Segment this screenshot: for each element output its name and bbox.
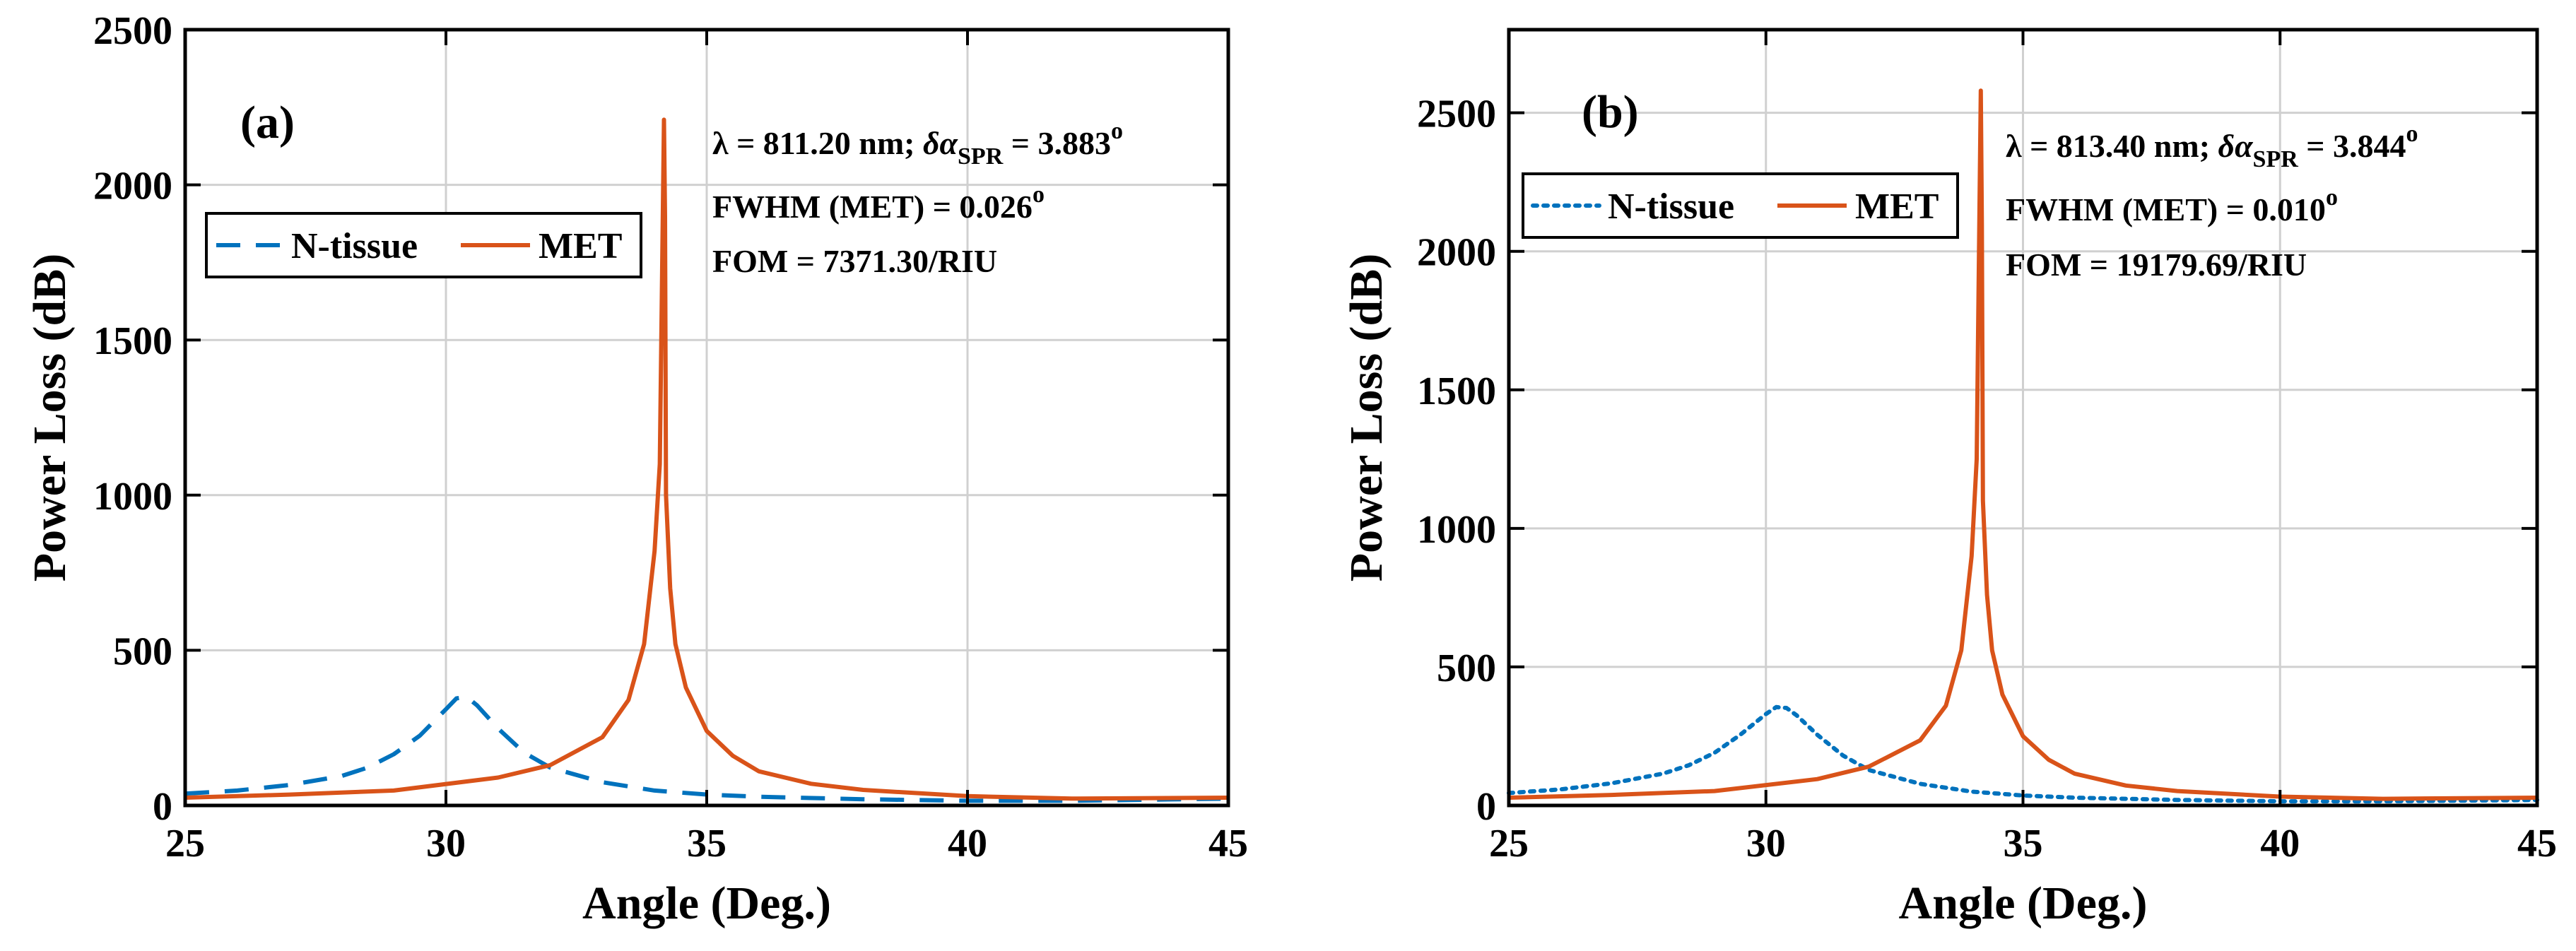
- panel-a-series-layer: [184, 117, 1229, 803]
- panel-b-legend: N-tissue MET: [1522, 172, 1959, 239]
- panel-b-delta-subscript: SPR: [2253, 146, 2299, 172]
- panel-a-x-tick-label-45: 45: [1208, 822, 1248, 866]
- panel-a-ticks: [184, 28, 1230, 807]
- panel-b-x-tick-label-45: 45: [2517, 822, 2557, 866]
- panel-b-y-axis-label: Power Loss (dB): [1341, 254, 1392, 581]
- panel-b-y-tick-label-2500: 2500: [1417, 93, 1496, 136]
- panel-a-x-axis-label: Angle (Deg.): [582, 878, 831, 929]
- panel-b-ticks: [1507, 30, 2539, 807]
- panel-b-y-tick-label-2000: 2000: [1417, 231, 1496, 275]
- panel-a-series-n-tissue-line: [184, 695, 1229, 803]
- panel-b-y-tick-label-0: 0: [1476, 785, 1496, 829]
- panel-b-series-n-tissue-line: [1507, 704, 2539, 804]
- panel-a-wavelength-annotation: λ = 811.20 nm; δαSPR = 3.883o: [712, 118, 1123, 170]
- panel-a-y-tick-label-2500: 2500: [93, 9, 172, 53]
- panel-b-delta-degree: o: [2406, 121, 2418, 147]
- panel-a-delta-degree: o: [1111, 118, 1123, 144]
- panel-a-y-tick-label-1500: 1500: [93, 319, 172, 363]
- panel-a-legend-met-label: MET: [539, 226, 622, 266]
- panel-b-label: (b): [1582, 86, 1639, 138]
- panel-a-x-tick-label-25: 25: [165, 822, 205, 866]
- panel-a-chart: 25 30 35 40 45 0 500 1000 1500 2000 2500 Angle (De…: [24, 9, 1248, 929]
- panel-a-legend: N-tissue MET: [205, 212, 642, 278]
- panel-a-fwhm-degree: o: [1033, 182, 1045, 208]
- panel-b-lambda-text: λ = 813.40 nm;: [2006, 128, 2218, 164]
- panel-b-x-tick-label-35: 35: [2004, 822, 2043, 866]
- panel-b-fom-annotation: FOM = 19179.69/RIU: [2006, 247, 2307, 283]
- panel-b-grid: [1507, 30, 2539, 807]
- panel-b-delta-symbol: δα: [2218, 128, 2254, 164]
- panel-a-label: (a): [240, 97, 295, 148]
- panel-a-series-met-line: [184, 117, 1229, 801]
- panel-a-lambda-text: λ = 811.20 nm;: [712, 125, 923, 161]
- panel-a-delta-value: = 3.883: [1003, 125, 1111, 161]
- panel-b-y-tick-label-500: 500: [1437, 646, 1496, 690]
- panel-a-fwhm-annotation: FWHM (MET) = 0.026o: [712, 182, 1045, 225]
- panel-b-tick-labels: 25 30 35 40 45 0 500 1000 1500 2000 2500: [1417, 93, 2557, 866]
- panel-a-delta-subscript: SPR: [958, 143, 1004, 170]
- panel-a-tick-labels: 25 30 35 40 45 0 500 1000 1500 2000 2500: [93, 9, 1248, 866]
- panel-b-x-tick-label-30: 30: [1746, 822, 1786, 866]
- panel-b-fwhm-degree: o: [2326, 184, 2338, 211]
- panel-b-fwhm-annotation: FWHM (MET) = 0.010o: [2006, 184, 2338, 228]
- panel-a-x-tick-label-35: 35: [687, 822, 727, 866]
- panel-a-y-tick-label-1000: 1000: [93, 475, 172, 519]
- panel-b-y-tick-label-1500: 1500: [1417, 370, 1496, 413]
- panel-b-series-met-line: [1508, 88, 2538, 801]
- panel-a-fwhm-text: FWHM (MET) = 0.026: [712, 189, 1033, 225]
- panel-a-legend-n-tissue-label: N-tissue: [291, 226, 418, 266]
- panel-b-x-tick-label-40: 40: [2260, 822, 2300, 866]
- panel-b-x-axis-label: Angle (Deg.): [1899, 878, 2148, 929]
- panel-a-y-tick-label-500: 500: [113, 630, 172, 673]
- panel-b-wavelength-annotation: λ = 813.40 nm; δαSPR = 3.844o: [2006, 121, 2418, 172]
- panel-a-x-tick-label-40: 40: [948, 822, 987, 866]
- panel-b-legend-n-tissue-label: N-tissue: [1608, 187, 1734, 227]
- panel-a-y-axis-label: Power Loss (dB): [24, 254, 76, 581]
- panel-b-fwhm-text: FWHM (MET) = 0.010: [2006, 191, 2326, 228]
- panel-a-delta-symbol: δα: [923, 125, 959, 161]
- panel-a-y-tick-label-0: 0: [153, 785, 172, 829]
- panel-a-y-tick-label-2000: 2000: [93, 165, 172, 208]
- panel-b-y-tick-label-1000: 1000: [1417, 508, 1496, 552]
- panel-b-chart: 25 30 35 40 45 0 500 1000 1500 2000 2500 Angle (De…: [1341, 28, 2557, 929]
- panel-a-x-tick-label-30: 30: [426, 822, 466, 866]
- panel-b-delta-value: = 3.844: [2298, 128, 2406, 164]
- panel-b-legend-met-label: MET: [1855, 187, 1939, 227]
- panel-a-fom-annotation: FOM = 7371.30/RIU: [712, 243, 997, 279]
- panel-b-x-tick-label-25: 25: [1489, 822, 1529, 866]
- panel-b-series-layer: [1507, 88, 2539, 804]
